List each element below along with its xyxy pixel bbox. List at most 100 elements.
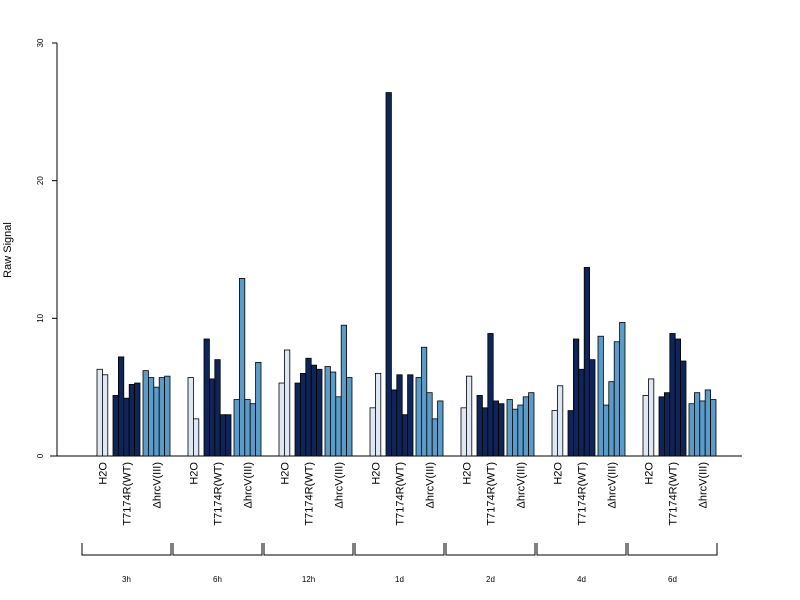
timepoint-bracket	[354, 543, 445, 556]
timepoint-label: 6d	[668, 575, 677, 584]
group-label: ΔhrcV(III)	[425, 462, 437, 508]
timepoint-label: 12h	[302, 575, 315, 584]
bar	[583, 266, 591, 457]
bar	[278, 382, 285, 457]
bar	[118, 356, 125, 457]
bar	[142, 370, 149, 457]
bar	[557, 385, 564, 457]
bar	[123, 397, 130, 457]
bar	[476, 395, 483, 457]
bar	[648, 378, 655, 457]
timepoint-bracket	[445, 543, 536, 556]
bar	[431, 418, 439, 457]
bar	[619, 322, 626, 457]
group-label: ΔhrcV(III)	[607, 462, 619, 508]
bar	[710, 399, 717, 457]
timepoint-label: 4d	[577, 575, 586, 584]
bar	[407, 374, 414, 457]
bar	[96, 368, 103, 457]
bar	[374, 372, 382, 457]
bar	[396, 374, 403, 457]
group-label: ΔhrcV(III)	[243, 462, 255, 508]
bar	[305, 357, 312, 457]
group-label: ΔhrcV(III)	[334, 462, 346, 508]
bar	[567, 410, 574, 457]
group-label: ΔhrcV(III)	[698, 462, 710, 508]
bar	[283, 349, 291, 457]
bar	[517, 404, 524, 457]
bar	[219, 414, 226, 457]
timepoint-bracket	[627, 543, 718, 556]
bar	[694, 392, 701, 457]
bar	[112, 395, 119, 457]
bar	[225, 414, 232, 457]
bar	[699, 400, 706, 457]
bar	[528, 392, 535, 457]
bar	[346, 377, 353, 457]
bar	[192, 418, 200, 457]
bar	[658, 396, 665, 457]
bar	[460, 407, 467, 457]
timepoint-label: 3h	[122, 575, 131, 584]
bar	[340, 324, 348, 457]
bar	[512, 408, 519, 457]
y-tick-label: 0	[36, 453, 45, 458]
timepoint-bracket	[81, 543, 172, 556]
bar	[208, 378, 216, 457]
timepoint-bracket	[536, 543, 627, 556]
bar	[522, 396, 530, 457]
group-label: T7174R(WT)	[395, 462, 407, 526]
group-label: H2O	[552, 462, 564, 485]
bar	[613, 341, 621, 457]
bar	[589, 359, 596, 457]
timepoint-bracket	[172, 543, 263, 556]
bar	[642, 395, 649, 457]
group-label: T7174R(WT)	[213, 462, 225, 526]
bar	[492, 400, 500, 457]
bar	[238, 278, 246, 457]
bar	[551, 410, 558, 457]
bar	[597, 335, 604, 457]
group-label: T7174R(WT)	[122, 462, 134, 526]
bar	[573, 338, 580, 457]
group-label: H2O	[643, 462, 655, 485]
group-label: H2O	[97, 462, 109, 485]
bar	[420, 346, 428, 457]
bar	[187, 377, 194, 457]
group-label: T7174R(WT)	[577, 462, 589, 526]
y-axis: 0 10 20 30	[36, 38, 58, 458]
bar	[608, 381, 615, 457]
bar	[437, 400, 444, 457]
bars-layer	[96, 92, 717, 457]
group-labels-layer: H2O T7174R(WT) ΔhrcV(III) H2O T7174R(WT) Δhrc…	[97, 462, 709, 526]
bar	[704, 389, 712, 457]
bar	[390, 389, 398, 457]
bar	[102, 374, 109, 457]
bar	[233, 399, 240, 457]
y-axis-title: Raw Signal	[2, 222, 14, 278]
bar	[249, 403, 256, 457]
bar	[214, 359, 221, 457]
group-label: H2O	[370, 462, 382, 485]
group-label: T7174R(WT)	[304, 462, 316, 526]
bar	[128, 384, 135, 457]
bar	[688, 403, 695, 457]
bar	[465, 375, 473, 457]
timepoint-label: 2d	[486, 575, 495, 584]
bar	[664, 392, 671, 457]
bar	[487, 333, 494, 457]
bar	[674, 338, 682, 457]
bar	[481, 407, 489, 457]
group-label: H2O	[461, 462, 473, 485]
bar	[335, 396, 342, 457]
bar	[498, 403, 505, 457]
bar	[316, 368, 323, 457]
bar	[299, 372, 307, 457]
bar	[147, 377, 155, 457]
bar	[203, 338, 210, 457]
bar	[329, 371, 337, 457]
bar	[680, 360, 687, 457]
bar	[244, 399, 251, 457]
timepoint-label: 1d	[395, 575, 404, 584]
